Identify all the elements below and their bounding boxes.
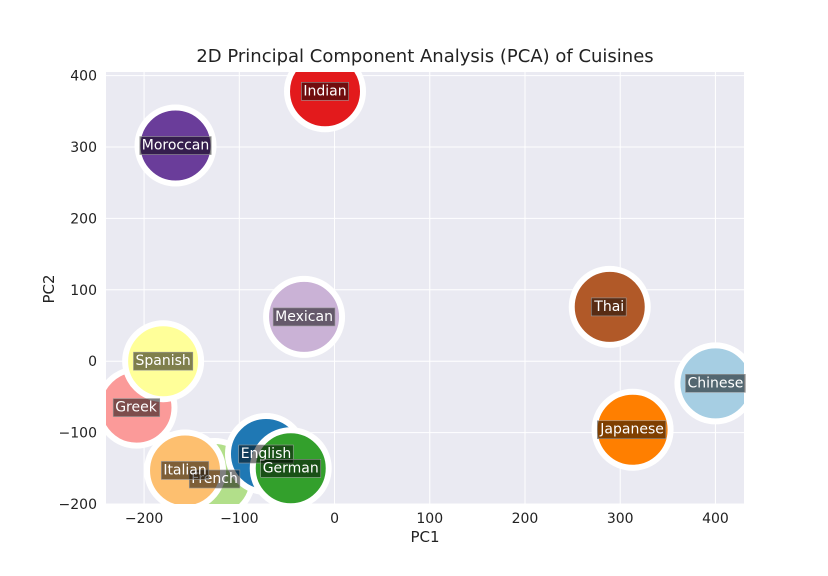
data-labels: GreekFrenchItalianSpanishEnglishGermanMe… — [112, 81, 746, 489]
label-box — [260, 458, 322, 478]
label-box — [596, 420, 667, 440]
x-tick-label: 400 — [702, 511, 729, 527]
point-label-german: German — [260, 458, 322, 478]
x-tick-label: −200 — [125, 511, 163, 527]
point-label-text: Chinese — [687, 375, 743, 391]
label-box — [301, 81, 349, 101]
y-tick-label: 100 — [70, 283, 97, 299]
y-tick-label: 200 — [70, 211, 97, 227]
point-label-italian: Italian — [161, 461, 210, 480]
point-label-moroccan: Moroccan — [139, 136, 212, 155]
label-box — [112, 398, 161, 417]
x-tick-label: 300 — [607, 511, 634, 527]
label-box — [161, 461, 210, 480]
x-tick-label: −100 — [220, 511, 258, 527]
point-label-japanese: Japanese — [596, 420, 667, 440]
y-tick-label: 400 — [70, 69, 97, 85]
label-box — [139, 136, 212, 155]
point-label-text: Indian — [303, 83, 346, 99]
point-label-indian: Indian — [301, 81, 349, 101]
y-tick-label: −100 — [59, 426, 97, 442]
point-label-english: English — [238, 444, 294, 464]
point-label-text: Mexican — [275, 309, 333, 325]
point-label-text: German — [263, 460, 319, 476]
y-tick-label: −200 — [59, 497, 97, 513]
y-tick-label: 0 — [88, 354, 97, 370]
point-label-text: Japanese — [599, 422, 664, 438]
point-label-mexican: Mexican — [272, 307, 336, 327]
x-axis-label: PC1 — [410, 528, 439, 546]
y-tick-label: 300 — [70, 140, 97, 156]
chart-title: 2D Principal Component Analysis (PCA) of… — [196, 46, 653, 67]
y-tick-labels: −200 −100 0 100 200 300 400 — [59, 69, 97, 513]
point-label-text: Spanish — [135, 353, 190, 369]
point-label-chinese: Chinese — [685, 374, 746, 393]
label-box — [685, 374, 746, 393]
point-label-text: Moroccan — [142, 138, 210, 154]
point-label-text: English — [241, 446, 292, 462]
x-tick-label: 0 — [330, 511, 339, 527]
x-tick-label: 100 — [416, 511, 443, 527]
label-box — [133, 351, 194, 371]
point-label-thai: Thai — [590, 297, 627, 317]
label-box — [590, 297, 627, 317]
label-box — [272, 307, 336, 327]
point-label-text: Thai — [593, 299, 624, 315]
point-label-spanish: Spanish — [133, 351, 194, 371]
point-label-text: Greek — [115, 400, 158, 416]
y-axis-label: PC2 — [40, 274, 58, 303]
point-label-text: Italian — [163, 462, 206, 478]
x-tick-labels: −200 −100 0 100 200 300 400 — [125, 511, 729, 527]
x-tick-label: 200 — [512, 511, 539, 527]
point-label-greek: Greek — [112, 398, 161, 417]
